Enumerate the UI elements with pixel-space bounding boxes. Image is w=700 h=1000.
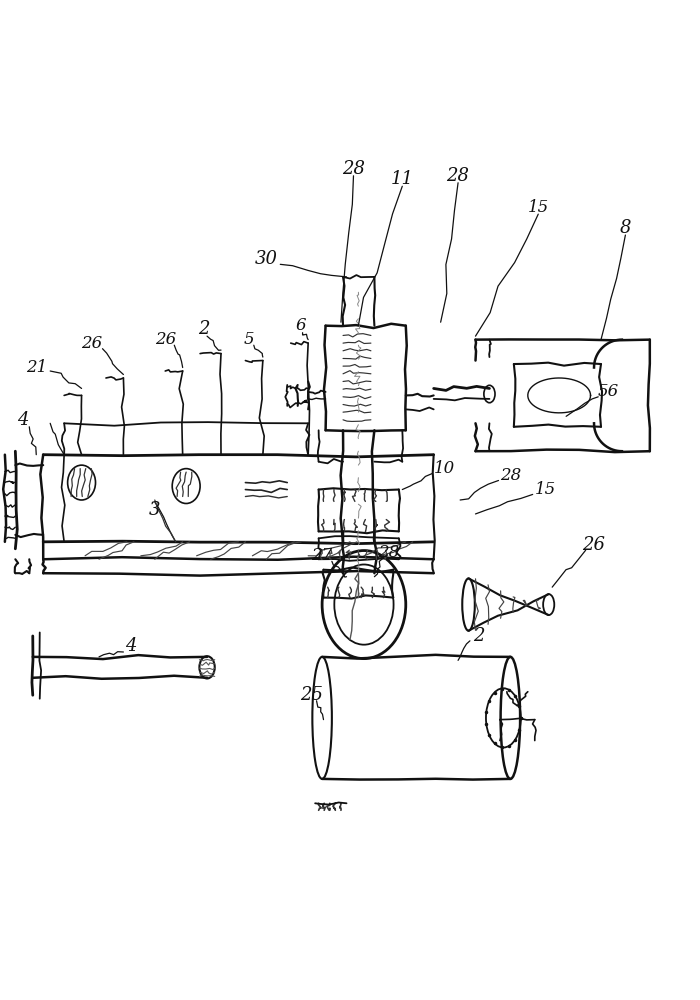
Text: 5: 5 bbox=[244, 331, 254, 348]
Text: 15: 15 bbox=[528, 199, 549, 216]
Text: 15: 15 bbox=[535, 481, 556, 498]
Text: 21: 21 bbox=[26, 359, 47, 376]
Text: 27: 27 bbox=[312, 547, 332, 564]
Text: 4: 4 bbox=[125, 637, 136, 655]
Text: 28: 28 bbox=[342, 160, 365, 178]
Text: 3: 3 bbox=[149, 501, 160, 519]
Text: 26: 26 bbox=[81, 335, 103, 352]
Text: 30: 30 bbox=[255, 250, 278, 268]
Text: 26: 26 bbox=[155, 331, 176, 348]
Text: 28: 28 bbox=[447, 167, 470, 185]
Text: 4: 4 bbox=[17, 411, 28, 429]
Text: 11: 11 bbox=[391, 170, 414, 188]
Text: 2: 2 bbox=[198, 320, 209, 338]
Text: 8: 8 bbox=[620, 219, 631, 237]
Text: 26: 26 bbox=[582, 536, 606, 554]
Text: 6: 6 bbox=[296, 317, 307, 334]
Text: 28: 28 bbox=[500, 467, 521, 484]
Text: 28: 28 bbox=[378, 544, 399, 561]
Text: 25: 25 bbox=[300, 686, 323, 704]
Text: 56: 56 bbox=[597, 383, 619, 400]
Text: 2: 2 bbox=[473, 627, 484, 645]
Text: 10: 10 bbox=[433, 460, 455, 477]
